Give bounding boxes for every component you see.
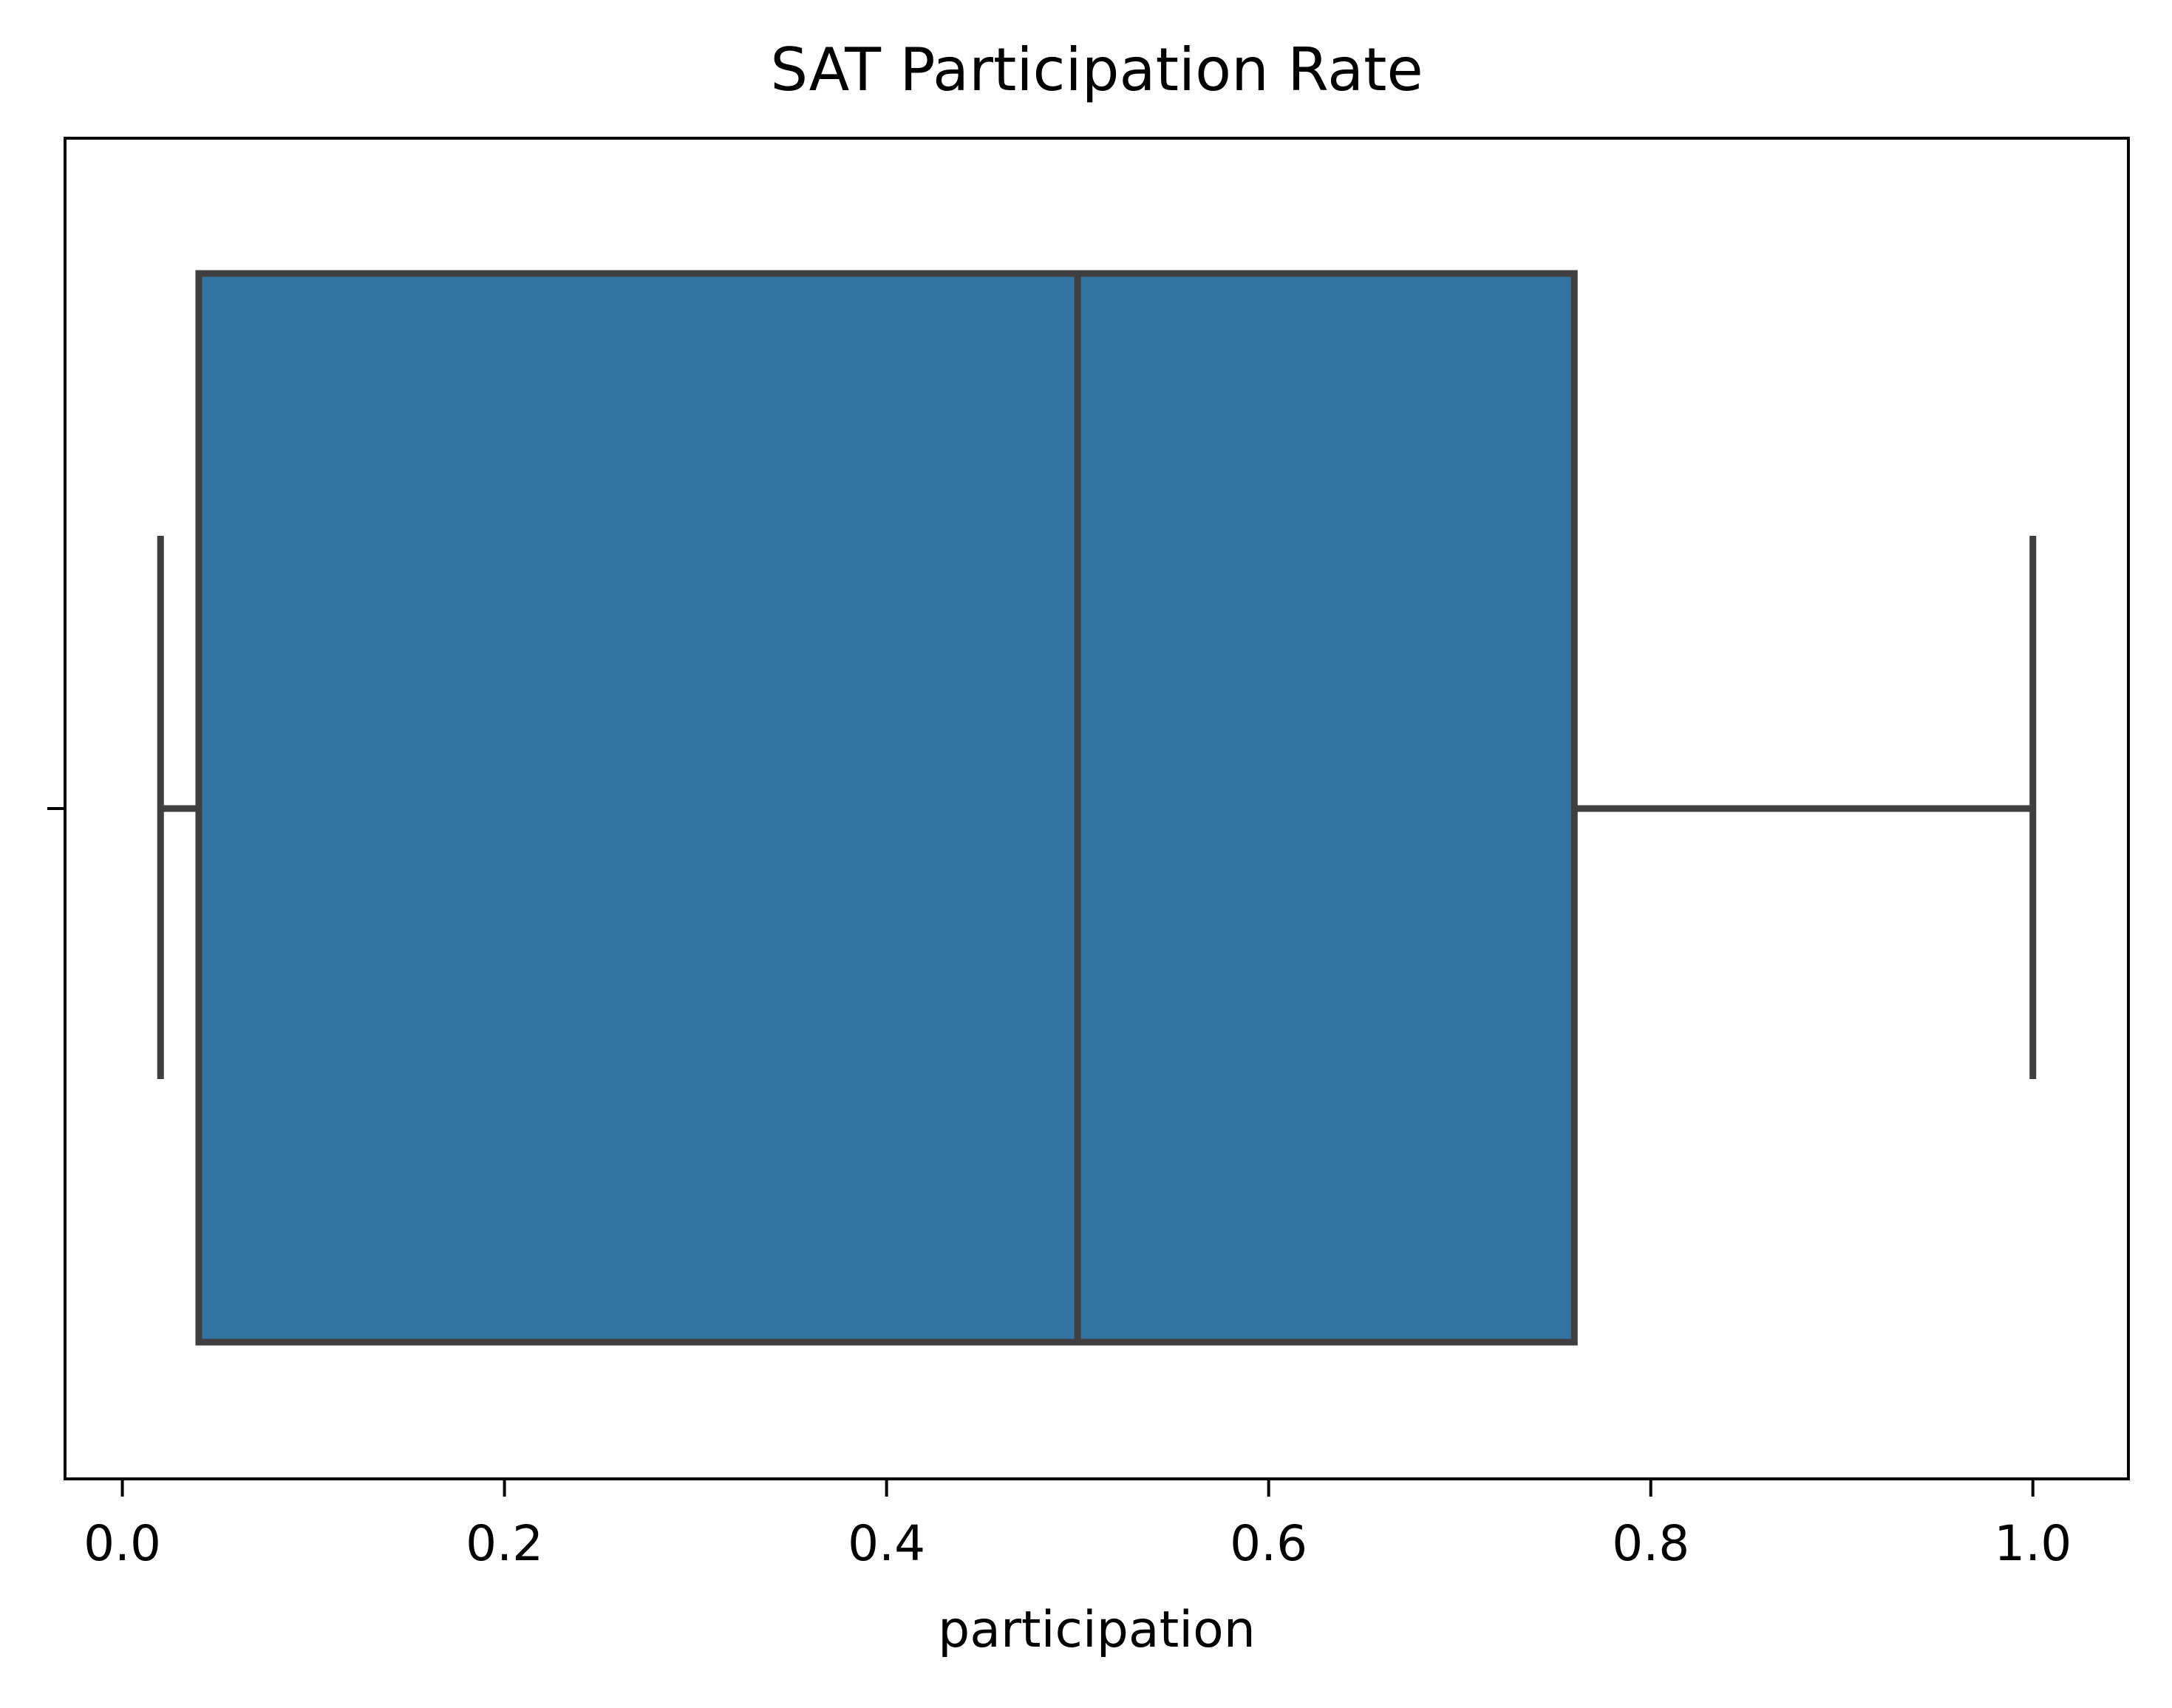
x-tick-label: 0.8 <box>1612 1515 1689 1572</box>
iqr-box <box>195 270 1578 1346</box>
x-tick-label: 1.0 <box>1994 1515 2071 1572</box>
x-tick-label: 0.4 <box>848 1515 925 1572</box>
x-tick-label: 0.6 <box>1230 1515 1307 1572</box>
chart-title: SAT Participation Rate <box>770 35 1423 104</box>
x-tick-label: 0.2 <box>466 1515 543 1572</box>
x-tick-label: 0.0 <box>84 1515 161 1572</box>
x-axis-label: participation <box>938 1601 1256 1659</box>
plot-area <box>157 270 2037 1346</box>
x-axis: 0.0 0.2 0.4 0.6 0.8 1.0 <box>47 137 2130 1572</box>
